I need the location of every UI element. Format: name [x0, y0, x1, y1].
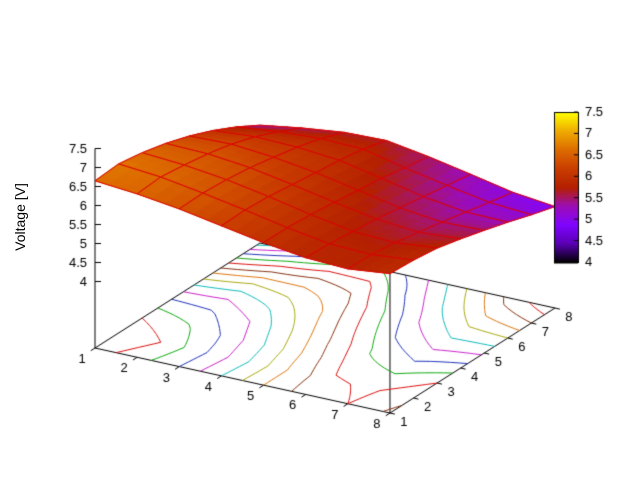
z-axis-label: Voltage [V] — [12, 183, 28, 251]
